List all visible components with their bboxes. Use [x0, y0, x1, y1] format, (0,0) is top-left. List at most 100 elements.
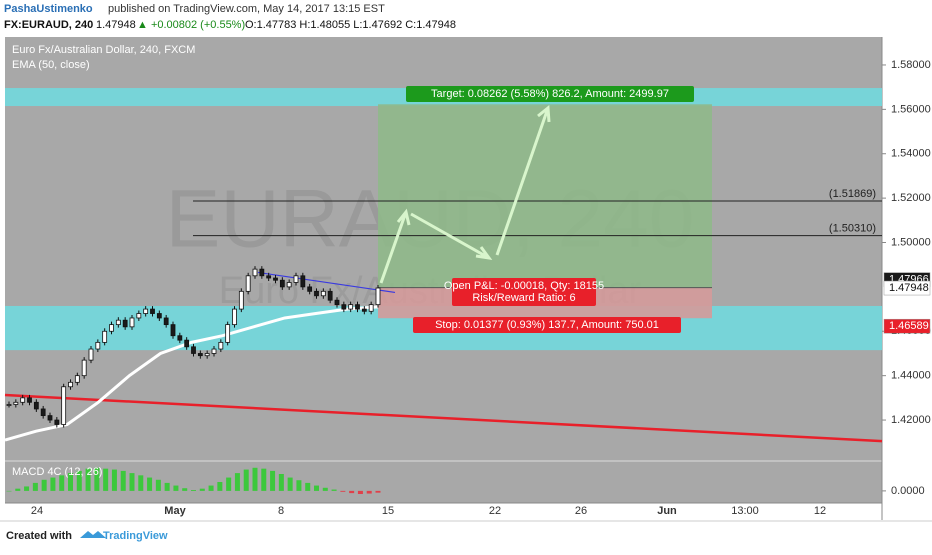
macd-bar	[182, 488, 188, 491]
candle	[300, 275, 306, 288]
macd-bar	[366, 490, 372, 494]
macd-bar	[103, 468, 109, 491]
macd-bar	[278, 474, 284, 491]
x-tick-label: May	[164, 505, 186, 517]
macd-bar	[243, 469, 249, 491]
candle	[368, 304, 374, 312]
candle	[136, 313, 142, 319]
candle	[320, 290, 326, 297]
y-tick-label: 1.44000	[891, 370, 931, 382]
macd-bar	[322, 487, 328, 491]
macd-bar	[164, 482, 170, 491]
candle	[211, 348, 217, 354]
candle	[143, 308, 149, 314]
candle	[6, 404, 12, 406]
y-tick-label: 1.56000	[891, 103, 931, 115]
resistance-line	[257, 271, 396, 294]
x-tick-label: 26	[575, 505, 587, 517]
candle	[307, 286, 313, 292]
y-tick-label: 1.54000	[891, 148, 931, 160]
published: published on TradingView.com, May 14, 20…	[108, 3, 385, 15]
y-tick-label: 1.58000	[891, 59, 931, 71]
macd-bar	[173, 485, 179, 491]
last-price: 1.47948	[96, 19, 136, 31]
candle	[334, 299, 340, 306]
candle	[348, 304, 354, 310]
change: ▲ +0.00802 (+0.55%)	[137, 19, 245, 31]
candle	[109, 324, 114, 332]
position-label: Risk/Reward Ratio: 6	[472, 292, 575, 304]
macd-bar	[129, 473, 135, 491]
macd-bar	[50, 477, 56, 491]
x-tick-label: 24	[31, 505, 43, 517]
candle	[232, 308, 237, 326]
candle	[129, 317, 135, 328]
candle	[170, 324, 176, 337]
macd-bar	[375, 490, 381, 493]
macd-bar	[252, 467, 258, 491]
footer-created: Created with	[6, 530, 72, 542]
candle	[74, 375, 80, 383]
macd-bar	[120, 470, 126, 491]
plot: EURAUD, 240Euro Fx/Australian Dollar(1.5…	[4, 86, 883, 494]
footer-brand[interactable]: TradingView	[103, 530, 168, 542]
macd-title: MACD 4C (12, 26)	[12, 466, 102, 478]
macd-bar	[234, 473, 240, 491]
macd-bar	[147, 477, 153, 491]
candle	[122, 319, 128, 328]
trendline	[4, 393, 883, 443]
candle	[156, 313, 162, 319]
x-tick-label: 13:00	[731, 505, 759, 517]
candle	[68, 381, 73, 388]
y-tick-label: 1.50000	[891, 236, 931, 248]
candle	[61, 386, 67, 425]
candle	[163, 317, 169, 326]
candle	[204, 353, 210, 357]
macd-bar	[226, 477, 232, 491]
position-label: Stop: 0.01377 (0.93%) 137.7, Amount: 750…	[435, 319, 659, 331]
macd-bar	[68, 473, 73, 491]
y-tick-label: 1.42000	[891, 414, 931, 426]
macd-bar	[111, 469, 117, 491]
label-box	[452, 278, 596, 306]
candle	[47, 415, 53, 421]
target-area	[378, 104, 712, 288]
macd-bar	[305, 482, 311, 491]
ohlc: O:1.47783 H:1.48055 L:1.47692 C:1.47948	[245, 19, 456, 31]
price-label: 1.46589	[889, 320, 929, 332]
macd-tick-label: 0.0000	[891, 485, 925, 497]
candle	[252, 268, 258, 277]
candle	[54, 419, 60, 425]
author[interactable]: PashaUstimenko	[4, 3, 93, 15]
ema-line	[4, 305, 379, 442]
x-tick-label: 22	[489, 505, 501, 517]
chart-title: Euro Fx/Australian Dollar, 240, FXCM	[12, 44, 195, 56]
candle	[341, 304, 347, 310]
candle	[33, 401, 39, 410]
macd-bar	[270, 470, 276, 491]
candle	[279, 279, 285, 288]
candle	[115, 319, 121, 326]
macd-bar	[357, 490, 363, 494]
y-tick-label: 1.52000	[891, 192, 931, 204]
macd-bar	[24, 486, 30, 491]
macd-bar	[208, 485, 214, 491]
macd-bar	[59, 475, 65, 491]
x-tick-label: Jun	[657, 505, 677, 517]
candle	[191, 346, 196, 354]
macd-bar	[138, 475, 144, 491]
macd-bar	[340, 490, 346, 492]
candle	[102, 330, 108, 343]
candle	[259, 268, 265, 277]
candle	[218, 341, 224, 350]
candle	[286, 282, 292, 288]
macd-bar	[191, 490, 196, 491]
candle	[361, 308, 367, 312]
position-label: Open P&L: -0.00018, Qty: 18155	[444, 280, 604, 292]
candle	[27, 397, 32, 403]
forecast-arrow	[379, 105, 551, 284]
macd-bar	[331, 489, 337, 491]
candle	[197, 353, 203, 357]
candle	[266, 275, 272, 279]
